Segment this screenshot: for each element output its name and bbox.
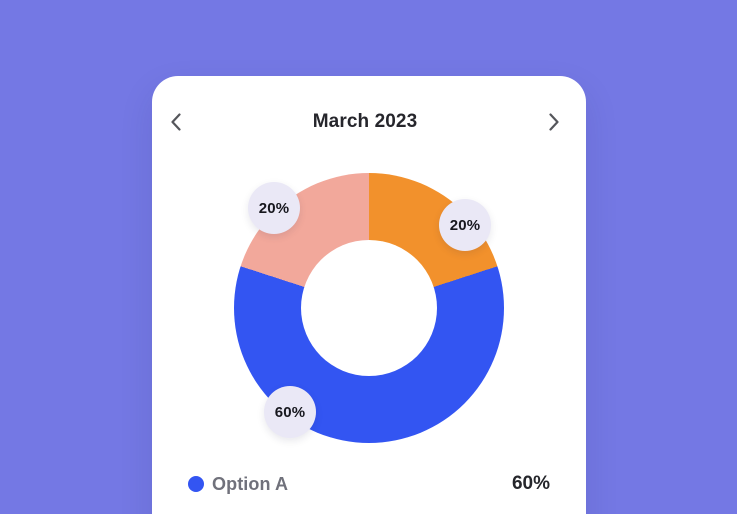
legend-label: Option A	[212, 473, 289, 494]
card-header: March 2023	[152, 106, 586, 138]
slice-badge-blue-label: 60%	[274, 403, 306, 421]
month-title: March 2023	[312, 111, 418, 132]
slice-badge-pink-label: 20%	[258, 199, 290, 217]
legend-row: Option A 60%	[152, 473, 586, 495]
next-month-button[interactable]	[537, 106, 569, 138]
legend-dot	[188, 476, 204, 492]
donut-chart: 20% 20% 60%	[234, 173, 504, 443]
slice-badge-orange-label: 20%	[449, 216, 481, 234]
slice-badge-pink: 20%	[248, 182, 300, 234]
chevron-left-icon	[167, 112, 187, 132]
slice-badge-blue: 60%	[264, 386, 316, 438]
donut-hole	[301, 240, 437, 376]
slice-badge-orange: 20%	[439, 199, 491, 251]
chart-card: March 2023 20% 20% 60% Option A 60%	[152, 76, 586, 514]
prev-month-button[interactable]	[161, 106, 193, 138]
legend-value: 60%	[511, 473, 550, 494]
chevron-right-icon	[543, 112, 563, 132]
